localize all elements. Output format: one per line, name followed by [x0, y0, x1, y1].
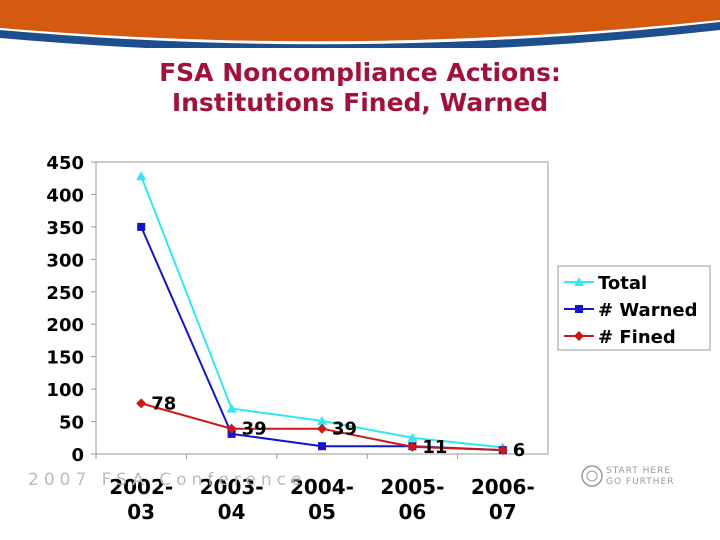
x-tick-label: 07: [489, 500, 517, 524]
y-tick-label: 350: [46, 218, 84, 239]
data-point: [317, 423, 327, 434]
header-band-blue: [0, 22, 720, 48]
x-tick-label: 03: [127, 500, 155, 524]
data-point: [407, 441, 418, 452]
logo-text-line-2: GO FURTHER: [606, 477, 675, 487]
legend-label: # Fined: [598, 327, 676, 348]
x-tick-label: 2003-: [200, 475, 264, 499]
logo-text-line-1: START HERE: [606, 466, 672, 476]
data-point: [318, 442, 326, 451]
plot-area: [95, 161, 549, 455]
slide-title-line-1: FSA Noncompliance Actions:: [159, 58, 561, 87]
data-point: [226, 423, 237, 434]
header-band-orange: [0, 0, 720, 42]
data-label: 11: [422, 437, 447, 458]
data-point: [137, 222, 146, 231]
data-label: 39: [242, 419, 267, 440]
data-label: 78: [151, 393, 176, 414]
y-tick-label: 200: [46, 315, 84, 336]
data-point: [227, 429, 236, 438]
x-tick-label: 2006-: [471, 475, 535, 499]
logo: START HERE GO FURTHER: [580, 458, 710, 494]
data-label: 6: [513, 440, 526, 461]
data-label: 39: [332, 419, 357, 440]
x-tick-label: 06: [398, 500, 426, 524]
y-tick-label: 250: [46, 283, 84, 304]
y-tick-label: 450: [46, 153, 84, 174]
data-point: [226, 403, 237, 413]
y-tick-label: 400: [46, 185, 84, 206]
x-tick-label: 05: [308, 500, 336, 524]
x-tick-label: 2005-: [380, 475, 444, 499]
x-tick-label: 2002-: [109, 475, 173, 499]
y-tick-label: 300: [46, 250, 84, 271]
legend-marker: [574, 331, 584, 341]
x-tick-label: 04: [218, 500, 246, 524]
y-tick-label: 100: [46, 380, 84, 401]
legend-marker: [574, 277, 584, 286]
data-point: [497, 445, 508, 456]
data-point: [317, 415, 327, 425]
legend-label: # Warned: [598, 300, 698, 321]
y-tick-label: 50: [59, 413, 84, 434]
x-tick-label: 2004-: [290, 475, 354, 499]
data-point: [136, 398, 147, 409]
footer-text: 2007 FSA Conference: [28, 470, 307, 490]
header-band: [0, 0, 720, 48]
y-tick-label: 150: [46, 348, 84, 369]
data-point: [407, 432, 418, 442]
series-line: [140, 175, 503, 449]
legend-label: Total: [598, 273, 647, 294]
slide-title: FSA Noncompliance Actions: Institutions …: [0, 58, 720, 118]
slide-title-line-2: Institutions Fined, Warned: [171, 88, 549, 117]
y-tick-label: 0: [71, 445, 84, 466]
data-point: [136, 171, 147, 181]
legend-marker: [575, 305, 583, 313]
seal-icon: [581, 465, 603, 487]
